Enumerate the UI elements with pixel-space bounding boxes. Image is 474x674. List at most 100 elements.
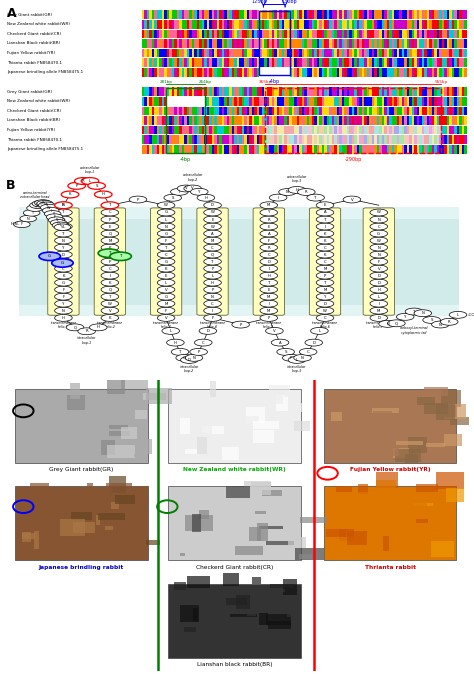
Bar <box>265 126 441 134</box>
Text: H: H <box>204 195 207 200</box>
Bar <box>427 126 429 134</box>
Bar <box>349 116 352 125</box>
Bar <box>402 126 404 134</box>
Bar <box>434 135 437 144</box>
Bar <box>259 10 262 19</box>
Bar <box>400 145 402 154</box>
Bar <box>174 97 177 106</box>
Bar <box>152 68 154 77</box>
Text: H: H <box>295 188 298 192</box>
Bar <box>349 10 352 19</box>
Text: K: K <box>109 245 111 249</box>
Bar <box>179 87 182 96</box>
Bar <box>367 135 369 144</box>
Bar <box>214 145 217 154</box>
Bar <box>310 20 312 28</box>
Text: G: G <box>48 254 51 258</box>
Bar <box>297 135 300 144</box>
Circle shape <box>42 208 59 214</box>
Text: D: D <box>211 204 214 207</box>
Bar <box>322 135 324 144</box>
Bar <box>239 39 242 48</box>
Bar <box>229 97 232 106</box>
Bar <box>277 126 279 134</box>
Bar <box>317 87 319 96</box>
Bar <box>337 20 339 28</box>
Bar <box>345 59 347 67</box>
Bar <box>157 97 159 106</box>
Text: T: T <box>413 309 415 313</box>
Text: C: C <box>307 350 310 354</box>
Bar <box>342 39 345 48</box>
Bar <box>462 49 465 57</box>
Bar <box>362 68 365 77</box>
Bar <box>249 97 252 106</box>
Bar <box>404 49 407 57</box>
Circle shape <box>194 339 212 346</box>
Bar <box>237 97 239 106</box>
Bar <box>422 59 424 67</box>
Circle shape <box>101 223 118 230</box>
Bar <box>197 106 199 115</box>
Circle shape <box>232 321 249 328</box>
Text: E: E <box>267 224 270 228</box>
Circle shape <box>157 216 175 223</box>
Bar <box>424 87 427 96</box>
Bar <box>244 39 247 48</box>
Bar <box>244 135 247 144</box>
Bar <box>272 68 274 77</box>
Bar <box>407 30 410 38</box>
Bar <box>34 532 39 549</box>
Bar <box>455 126 457 134</box>
Bar <box>182 97 184 106</box>
Text: N: N <box>377 218 380 222</box>
Bar <box>314 20 317 28</box>
Bar <box>294 59 297 67</box>
Text: Q: Q <box>183 356 186 360</box>
Bar <box>452 126 455 134</box>
Bar <box>142 87 144 96</box>
Bar <box>162 145 164 154</box>
Bar <box>249 30 252 38</box>
Bar <box>207 30 210 38</box>
Bar <box>439 59 442 67</box>
Bar <box>227 145 229 154</box>
Bar <box>445 106 447 115</box>
Text: N: N <box>377 253 380 257</box>
Circle shape <box>370 293 388 300</box>
Bar <box>177 39 179 48</box>
Bar <box>410 68 412 77</box>
Bar <box>414 145 417 154</box>
Bar <box>332 30 334 38</box>
Bar <box>272 39 274 48</box>
Bar <box>259 30 262 38</box>
Bar <box>277 39 279 48</box>
Bar <box>242 116 244 125</box>
Bar <box>217 97 219 106</box>
Bar <box>412 106 414 115</box>
Text: T: T <box>62 232 64 235</box>
Bar <box>379 30 382 38</box>
Bar <box>457 68 459 77</box>
Bar <box>262 39 264 48</box>
Text: P: P <box>137 197 139 202</box>
Circle shape <box>199 328 217 334</box>
Bar <box>184 135 187 144</box>
Text: L: L <box>319 329 320 333</box>
Circle shape <box>55 202 72 209</box>
Bar <box>382 59 384 67</box>
Text: Japanese brindling rabbit: Japanese brindling rabbit <box>39 565 124 570</box>
Text: Thianta rabbit FN858470.1: Thianta rabbit FN858470.1 <box>7 61 62 65</box>
Bar <box>436 404 455 420</box>
Bar <box>397 135 400 144</box>
Bar <box>379 59 382 67</box>
Bar <box>229 39 232 48</box>
Bar <box>465 126 467 134</box>
Text: G: G <box>164 295 168 299</box>
Text: G: G <box>164 232 168 235</box>
Bar <box>157 116 159 125</box>
Bar <box>396 441 423 446</box>
Bar <box>319 126 322 134</box>
Bar <box>239 97 242 106</box>
Bar <box>269 39 272 48</box>
